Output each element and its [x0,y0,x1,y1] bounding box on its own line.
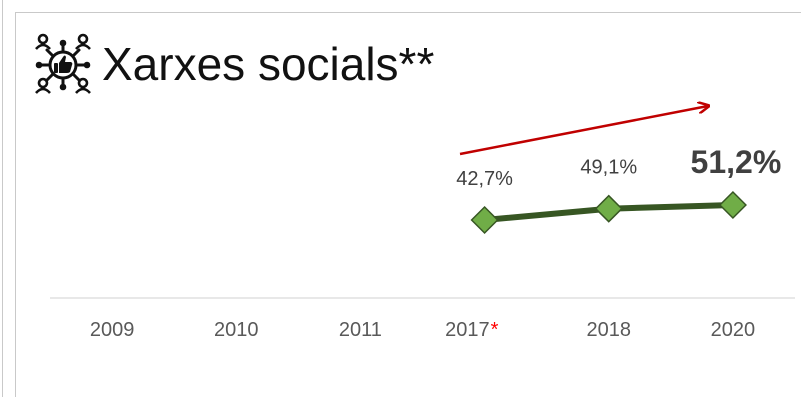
chart-header: Xarxes socials** [30,22,434,106]
data-label-2017: 42,7% [456,168,513,190]
data-point-2018 [594,194,623,223]
x-tick-label-2020: 2020 [711,319,756,341]
data-point-2017 [470,205,499,235]
social-network-thumbs-up-icon [35,33,91,94]
trend-arrow [459,106,708,156]
data-point-2020 [718,190,747,220]
x-tick-label-2011: 2011 [339,319,382,341]
x-tick-label-2009: 2009 [90,319,135,341]
x-tick-label-2017: 2017 [445,319,490,341]
left-divider-outer [2,0,3,397]
x-tick-label-2018: 2018 [587,319,632,341]
x-tick-label-2010: 2010 [214,319,259,341]
top-divider [15,12,801,13]
x-tick-marker-2017: * [491,319,499,341]
data-label-2018: 49,1% [580,157,637,179]
data-label-2020: 51,2% [691,144,782,180]
left-divider-inner [15,12,16,397]
chart-title: Xarxes socials** [102,38,435,90]
